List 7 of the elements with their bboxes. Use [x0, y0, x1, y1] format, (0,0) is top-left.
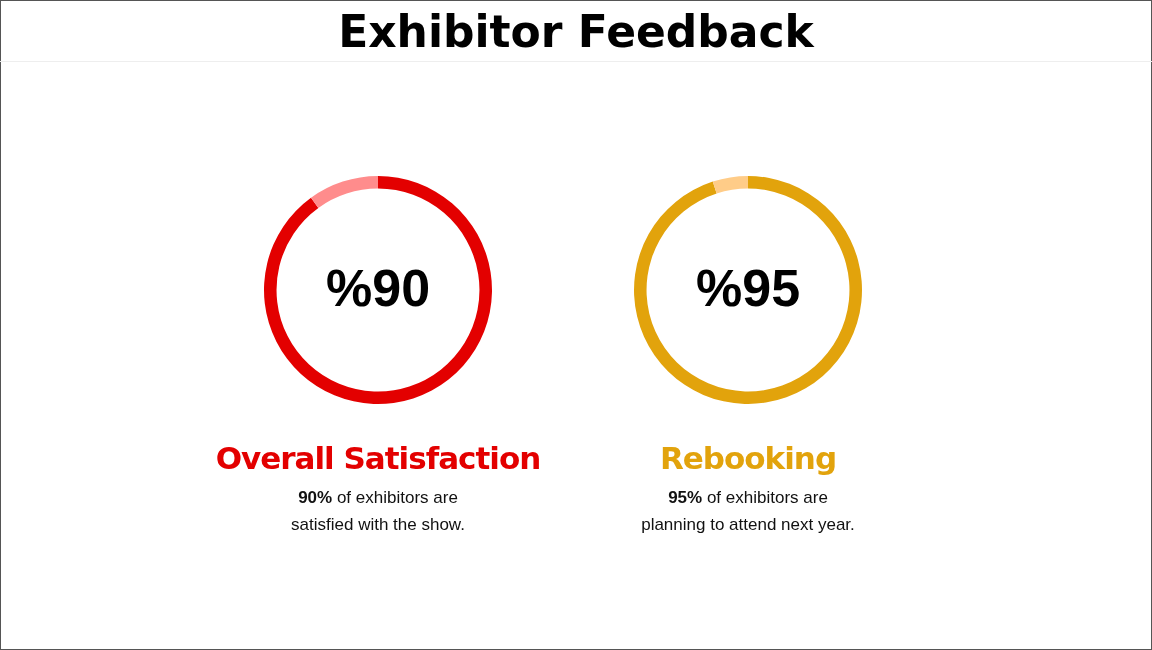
- text: 90% of exhibitors are satisfied with the show.: [290, 487, 466, 536]
- text: %90: [325, 259, 431, 318]
- text: Overall Satisfaction: [214, 440, 542, 476]
- text: Rebooking: [658, 440, 838, 476]
- text: 95% of exhibitors are planning to attend next year.: [640, 487, 856, 536]
- text: Exhibitor Feedback: [337, 5, 816, 59]
- text: %95: [695, 259, 801, 318]
